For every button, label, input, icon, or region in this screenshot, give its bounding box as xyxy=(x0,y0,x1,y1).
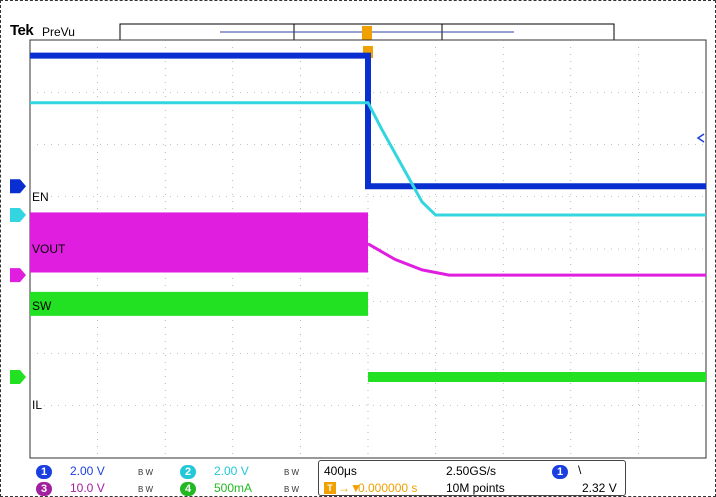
trigger-source-badge[interactable]: 1 xyxy=(552,465,568,479)
series-il-after xyxy=(368,372,706,383)
series-il-band xyxy=(30,291,368,316)
trigger-slope-icon: \ xyxy=(578,463,582,477)
ch3-badge[interactable]: 3 xyxy=(36,482,52,496)
series-sw-band xyxy=(30,212,368,273)
ch1-scale: 2.00 V xyxy=(70,464,105,478)
trigger-offset: 0.000000 s xyxy=(358,481,418,495)
ch1-label: EN xyxy=(32,190,49,204)
brand-logo: Tek xyxy=(10,22,34,39)
ch2-badge[interactable]: 2 xyxy=(180,465,196,479)
acquisition-mode: PreVu xyxy=(42,25,75,39)
horizontal-readout-box xyxy=(318,460,626,496)
ch4-label: IL xyxy=(32,398,43,412)
ch3-label: SW xyxy=(32,299,52,313)
trigger-position-icon: T xyxy=(324,482,336,494)
ch1-bw-icon: B W xyxy=(138,468,154,477)
series-sw-tail xyxy=(367,242,706,277)
series-en xyxy=(30,52,706,190)
ch4-ground-marker-icon xyxy=(10,370,26,385)
ch4-bw-icon: B W xyxy=(284,485,300,494)
timebase[interactable]: 400μs xyxy=(324,464,357,478)
ch3-ground-marker-icon xyxy=(10,268,26,283)
record-bar-trigger-icon xyxy=(362,26,372,40)
trigger-arrow-icon: →▼ xyxy=(338,481,362,495)
trigger-level: 2.32 V xyxy=(582,481,617,495)
ch4-badge[interactable]: 4 xyxy=(180,482,196,496)
ch3-bw-icon: B W xyxy=(138,485,154,494)
ch1-badge[interactable]: 1 xyxy=(36,465,52,479)
series-vout xyxy=(30,101,706,217)
ch3-scale: 10.0 V xyxy=(70,481,105,495)
sample-rate: 2.50GS/s xyxy=(446,464,497,478)
ch2-label: VOUT xyxy=(32,242,66,256)
trigger-marker-icon xyxy=(363,46,373,58)
ch1-ground-marker-icon xyxy=(10,179,26,194)
ch2-bw-icon: B W xyxy=(284,468,300,477)
ch4-scale: 500mA xyxy=(214,481,253,495)
ch2-scale: 2.00 V xyxy=(214,464,249,478)
trigger-level-arrow-icon xyxy=(696,133,705,143)
ch2-ground-marker-icon xyxy=(10,208,26,223)
record-length: 10M points xyxy=(446,481,505,495)
